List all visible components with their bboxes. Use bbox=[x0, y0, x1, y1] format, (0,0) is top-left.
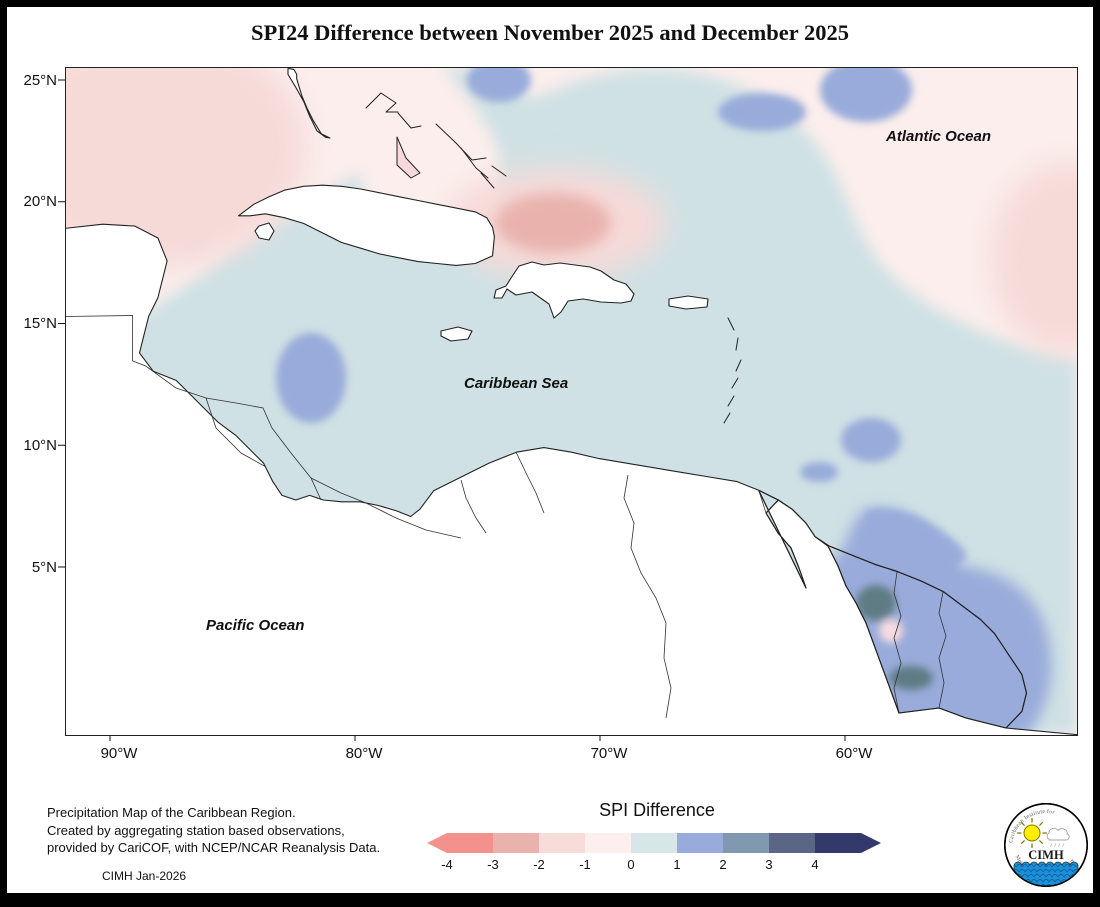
svg-text:Caribbean Sea: Caribbean Sea bbox=[464, 375, 568, 392]
svg-text:-2: -2 bbox=[533, 857, 545, 872]
svg-text:-4: -4 bbox=[441, 857, 453, 872]
svg-text:CIMH: CIMH bbox=[1028, 848, 1064, 862]
svg-text:0: 0 bbox=[627, 857, 634, 872]
svg-text:2: 2 bbox=[719, 857, 726, 872]
svg-text:1: 1 bbox=[673, 857, 680, 872]
svg-text:-3: -3 bbox=[487, 857, 499, 872]
svg-text:-1: -1 bbox=[579, 857, 591, 872]
svg-text:4: 4 bbox=[811, 857, 818, 872]
svg-text:Atlantic Ocean: Atlantic Ocean bbox=[885, 128, 991, 145]
svg-text:Pacific Ocean: Pacific Ocean bbox=[206, 617, 304, 634]
svg-text:3: 3 bbox=[765, 857, 772, 872]
